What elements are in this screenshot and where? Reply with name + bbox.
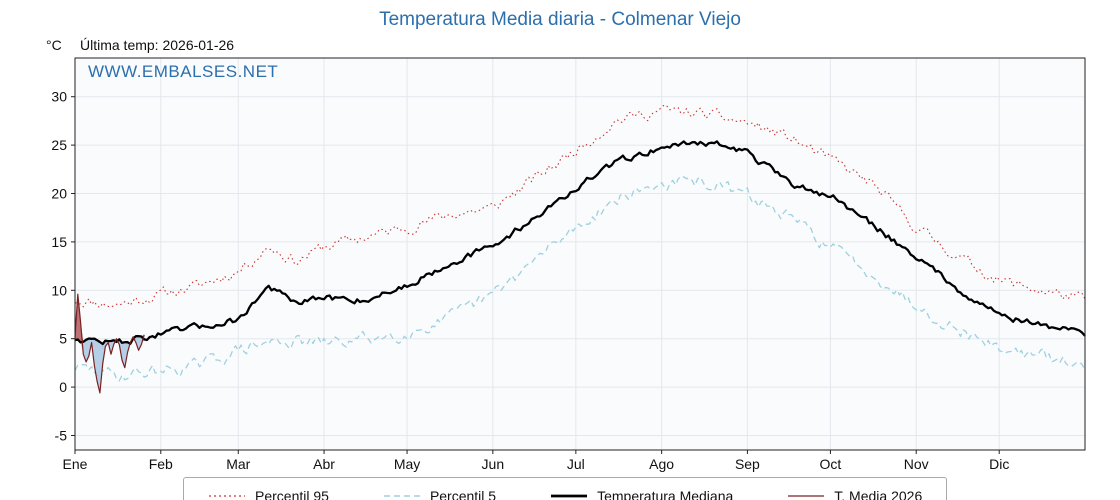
y-tick-label: 10 (51, 282, 67, 298)
chart-legend: Percentil 95 Percentil 5 Temperatura Media… (183, 477, 948, 500)
y-tick-label: 15 (51, 234, 67, 250)
x-tick-label: Mar (226, 456, 250, 472)
y-axis-units-label: °C (46, 37, 62, 53)
legend-item: Percentil 95 (208, 488, 329, 500)
watermark: WWW.EMBALSES.NET (88, 62, 279, 81)
x-tick-label: Dic (989, 456, 1009, 472)
last-temp-label: Última temp: 2026-01-26 (80, 37, 235, 53)
plot-background (75, 58, 1085, 450)
x-tick-label: May (394, 456, 420, 472)
mediana-line (74, 140, 1086, 346)
x-tick-label: Ago (649, 456, 674, 472)
below-median-fill (75, 336, 145, 393)
legend-item: Percentil 5 (383, 488, 496, 500)
legend-label: Temperatura Mediana (597, 488, 734, 500)
legend-item: Temperatura Mediana (550, 488, 733, 500)
plot-border (74, 57, 1086, 451)
x-tick-label: Jun (482, 456, 505, 472)
x-tick-label: Ene (63, 456, 88, 472)
y-tick-label: -5 (55, 427, 68, 443)
legend-line-sample (383, 495, 420, 497)
legend-line-sample (551, 494, 588, 498)
legend-label: T. Media 2026 (834, 488, 923, 500)
y-tick-label: 20 (51, 186, 67, 202)
x-tick-label: Oct (820, 456, 842, 472)
x-tick-label: Abr (313, 456, 335, 472)
y-tick-label: 30 (51, 89, 67, 105)
x-tick-label: Jul (567, 456, 585, 472)
legend-line-sample (209, 495, 245, 497)
tmedia2026-line (74, 293, 145, 394)
x-tick-label: Feb (149, 456, 173, 472)
y-tick-label: 25 (51, 137, 67, 153)
x-tick-label: Sep (735, 456, 760, 472)
chart-title: Temperatura Media diaria - Colmenar Viej… (379, 9, 741, 30)
y-tick-label: 5 (59, 331, 67, 347)
y-tick-label: 0 (59, 379, 67, 395)
x-tick-label: Nov (904, 456, 929, 472)
legend-label: Percentil 95 (255, 488, 329, 500)
legend-line-sample (788, 495, 825, 497)
percentil5-line (74, 175, 1086, 382)
legend-label: Percentil 5 (429, 488, 497, 500)
legend-item: T. Media 2026 (787, 488, 922, 500)
